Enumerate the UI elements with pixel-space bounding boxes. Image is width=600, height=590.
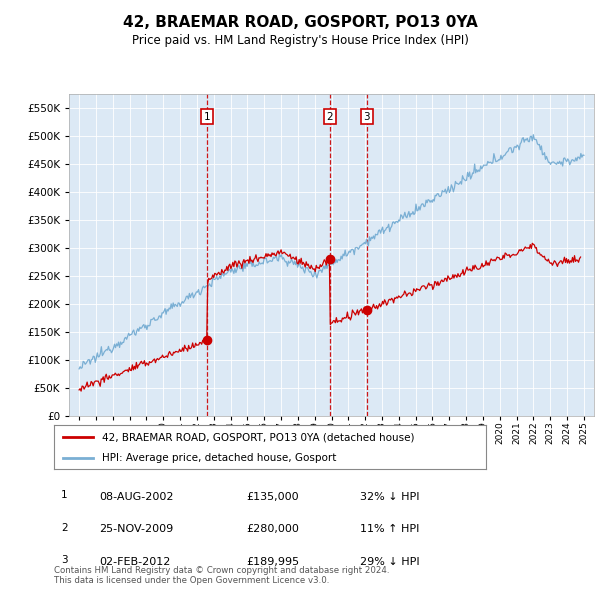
Text: 11% ↑ HPI: 11% ↑ HPI — [360, 525, 419, 535]
Text: 08-AUG-2002: 08-AUG-2002 — [99, 492, 173, 502]
Text: Price paid vs. HM Land Registry's House Price Index (HPI): Price paid vs. HM Land Registry's House … — [131, 34, 469, 47]
Text: 42, BRAEMAR ROAD, GOSPORT, PO13 0YA: 42, BRAEMAR ROAD, GOSPORT, PO13 0YA — [122, 15, 478, 30]
Text: 42, BRAEMAR ROAD, GOSPORT, PO13 0YA (detached house): 42, BRAEMAR ROAD, GOSPORT, PO13 0YA (det… — [101, 432, 414, 442]
Text: 02-FEB-2012: 02-FEB-2012 — [99, 557, 170, 567]
Text: 2: 2 — [326, 112, 333, 122]
Text: 3: 3 — [364, 112, 370, 122]
Text: £135,000: £135,000 — [246, 492, 299, 502]
Text: 32% ↓ HPI: 32% ↓ HPI — [360, 492, 419, 502]
Text: 3: 3 — [61, 555, 68, 565]
Text: Contains HM Land Registry data © Crown copyright and database right 2024.
This d: Contains HM Land Registry data © Crown c… — [54, 566, 389, 585]
Text: £189,995: £189,995 — [246, 557, 299, 567]
Text: 1: 1 — [61, 490, 68, 500]
Text: HPI: Average price, detached house, Gosport: HPI: Average price, detached house, Gosp… — [101, 453, 336, 463]
Text: 1: 1 — [203, 112, 210, 122]
Text: 2: 2 — [61, 523, 68, 533]
Text: £280,000: £280,000 — [246, 525, 299, 535]
Text: 29% ↓ HPI: 29% ↓ HPI — [360, 557, 419, 567]
Text: 25-NOV-2009: 25-NOV-2009 — [99, 525, 173, 535]
